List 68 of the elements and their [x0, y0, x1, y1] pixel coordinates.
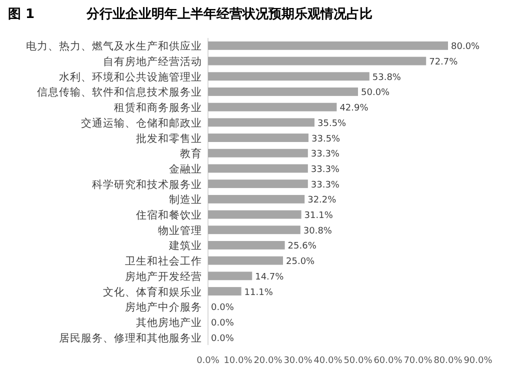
x-tick-label: 40.0% [314, 356, 343, 366]
data-label: 25.0% [286, 257, 316, 268]
data-label: 0.0% [211, 334, 234, 344]
bar [208, 164, 308, 173]
y-tick-label: 房地产开发经营 [125, 270, 202, 283]
data-label: 33.5% [312, 134, 341, 144]
data-label: 72.7% [429, 58, 458, 68]
bar [208, 241, 285, 250]
data-label: 50.0% [361, 88, 390, 98]
data-label: 25.6% [288, 242, 317, 252]
x-tick-label: 20.0% [254, 356, 283, 366]
data-label: 32.2% [308, 196, 337, 206]
y-tick-label: 电力、热力、燃气及水生产和供应业 [26, 40, 202, 53]
y-tick-label: 租赁和商务服务业 [114, 101, 202, 114]
y-tick-label: 文化、体育和娱乐业 [103, 285, 202, 298]
y-tick-label: 卫生和社会工作 [125, 254, 202, 268]
y-tick-label: 制造业 [169, 193, 202, 206]
bar [208, 272, 252, 280]
y-tick-label: 建筑业 [168, 239, 202, 252]
data-label: 0.0% [211, 303, 234, 314]
bar [208, 148, 308, 158]
bar [208, 41, 448, 50]
y-tick-label: 住宿和餐饮业 [136, 208, 202, 222]
y-tick-label: 信息传输、软件和信息技术服务业 [37, 86, 202, 99]
bar [208, 210, 302, 219]
bar [208, 256, 283, 265]
bar [208, 56, 426, 66]
x-tick-label: 0.0% [196, 356, 220, 366]
data-label: 33.3% [310, 150, 340, 160]
y-tick-label: 科学研究和技术服务业 [92, 178, 202, 191]
data-label: 35.5% [318, 118, 347, 129]
y-tick-label: 其他房地产业 [136, 316, 202, 329]
data-label: 14.7% [255, 272, 284, 282]
data-label: 33.3% [310, 180, 340, 190]
y-tick-label: 教育 [180, 147, 202, 160]
bar [208, 194, 305, 204]
x-tick-label: 50.0% [344, 356, 373, 366]
x-tick-label: 90.0% [464, 356, 493, 366]
x-tick-label: 30.0% [284, 356, 313, 366]
data-label: 0.0% [211, 318, 234, 328]
y-tick-label: 批发和零售业 [136, 132, 202, 145]
x-tick-label: 70.0% [404, 356, 433, 366]
bar [208, 102, 337, 112]
y-tick-label: 居民服务、修理和其他服务业 [59, 331, 202, 344]
bar [208, 88, 358, 96]
y-tick-label: 交通运输、仓储和邮政业 [81, 116, 202, 130]
x-tick-label: 60.0% [374, 356, 403, 366]
data-label: 53.8% [372, 72, 402, 83]
y-tick-label: 水利、环境和公共设施管理业 [59, 70, 202, 84]
bar [208, 226, 300, 234]
bar [208, 72, 370, 81]
chart-title: 图 1 分行业企业明年上半年经营状况预期乐观情况占比 [8, 6, 373, 22]
bar [208, 180, 308, 188]
y-tick-label: 物业管理 [158, 224, 202, 237]
data-label: 42.9% [340, 104, 369, 114]
y-tick-label: 自有房地产经营活动 [103, 55, 202, 68]
x-tick-label: 10.0% [224, 356, 253, 366]
bar [208, 118, 314, 127]
bar [208, 134, 308, 142]
data-label: 11.1% [244, 288, 274, 298]
data-label: 30.8% [303, 226, 332, 236]
data-label: 33.3% [310, 164, 340, 175]
bar [208, 287, 242, 296]
x-tick-label: 80.0% [434, 356, 463, 366]
y-tick-label: 金融业 [169, 162, 202, 176]
y-tick-label: 房地产中介服务 [125, 300, 202, 314]
data-label: 80.0% [451, 42, 480, 52]
data-label: 31.1% [304, 211, 334, 222]
